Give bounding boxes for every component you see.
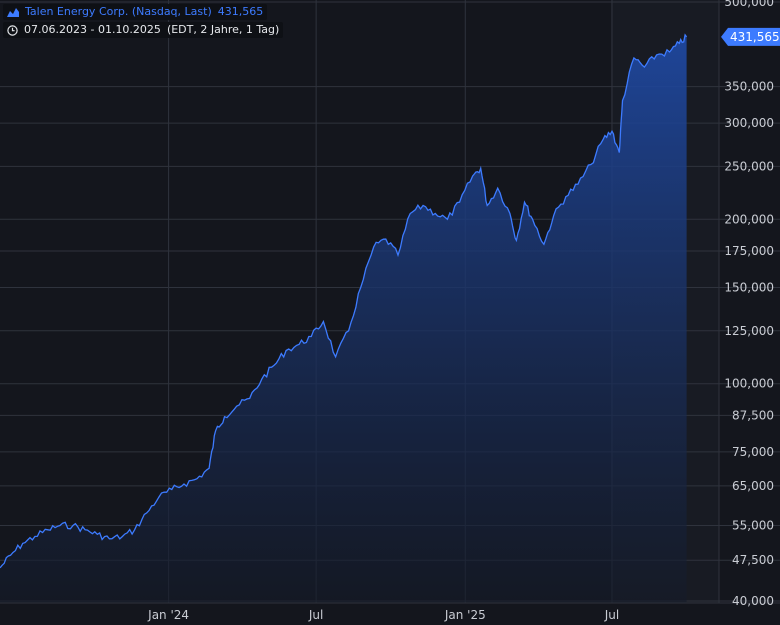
y-tick-label: 65,000: [732, 479, 774, 493]
x-axis: Jan '24 Jul Jan '25 Jul: [147, 608, 619, 622]
y-axis: 500,000 350,000 300,000 250,000 200,000 175,0…: [724, 0, 774, 608]
legend-last-value: 431,565: [217, 5, 264, 18]
area-chart-icon: [7, 8, 19, 17]
y-tick-label: 47,500: [732, 553, 774, 567]
legend-range-info: (EDT, 2 Jahre, 1 Tag): [166, 23, 280, 36]
x-tick-label: Jul: [604, 608, 619, 622]
legend-range-row[interactable]: 07.06.2023 - 01.10.2025 (EDT, 2 Jahre, 1…: [3, 22, 284, 38]
legend-series-row[interactable]: Talen Energy Corp. (Nasdaq, Last) 431,56…: [3, 4, 268, 20]
y-tick-label: 100,000: [724, 377, 774, 391]
price-area: [0, 34, 687, 603]
y-tick-label: 500,000: [724, 0, 774, 9]
y-tick-label: 125,000: [724, 324, 774, 338]
y-tick-label: 250,000: [724, 159, 774, 173]
y-tick-label: 75,000: [732, 445, 774, 459]
last-value-label: 431,565: [730, 30, 780, 44]
price-line: [0, 33, 688, 569]
x-tick-label: Jul: [308, 608, 323, 622]
y-tick-label: 175,000: [724, 244, 774, 258]
y-tick-label: 200,000: [724, 212, 774, 226]
chart-legend: Talen Energy Corp. (Nasdaq, Last) 431,56…: [3, 4, 284, 40]
clock-icon: [7, 24, 18, 36]
x-tick-label: Jan '24: [147, 608, 189, 622]
legend-series-name: Talen Energy Corp. (Nasdaq, Last): [25, 5, 212, 18]
x-tick-label: Jan '25: [444, 608, 486, 622]
y-tick-label: 150,000: [724, 281, 774, 295]
legend-date-range: 07.06.2023 - 01.10.2025: [24, 23, 161, 36]
last-value-tag: 431,565: [721, 27, 780, 46]
y-tick-label: 40,000: [732, 594, 774, 608]
y-tick-label: 55,000: [732, 518, 774, 532]
y-tick-label: 300,000: [724, 116, 774, 130]
y-tick-label: 350,000: [724, 80, 774, 94]
y-tick-label: 87,500: [732, 408, 774, 422]
